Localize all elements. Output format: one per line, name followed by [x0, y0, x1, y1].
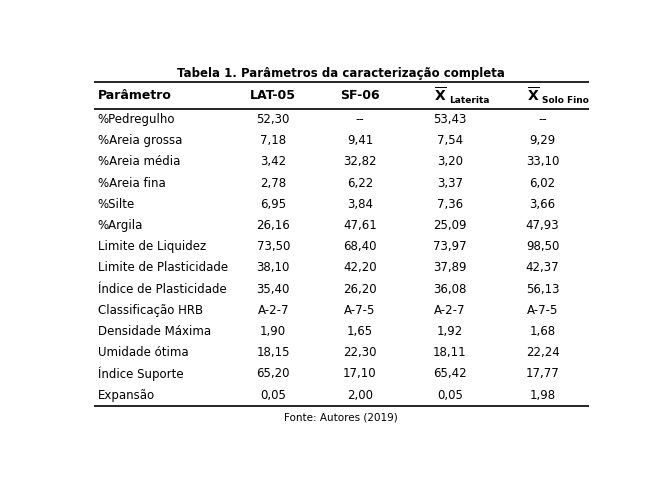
Text: %Areia fina: %Areia fina [98, 177, 165, 190]
Text: 68,40: 68,40 [343, 240, 377, 253]
Text: Solo Fino: Solo Fino [541, 96, 589, 105]
Text: %Silte: %Silte [98, 198, 135, 211]
Text: 17,77: 17,77 [525, 368, 559, 381]
Text: %Argila: %Argila [98, 219, 143, 232]
Text: Fonte: Autores (2019): Fonte: Autores (2019) [284, 412, 398, 423]
Text: 3,42: 3,42 [260, 156, 286, 169]
Text: 37,89: 37,89 [433, 261, 466, 274]
Text: 18,15: 18,15 [256, 346, 290, 359]
Text: 7,54: 7,54 [437, 134, 463, 147]
Text: 65,42: 65,42 [433, 368, 466, 381]
Text: 9,41: 9,41 [347, 134, 373, 147]
Text: 17,10: 17,10 [343, 368, 377, 381]
Text: 32,82: 32,82 [343, 156, 377, 169]
Text: 73,97: 73,97 [433, 240, 466, 253]
Text: A-2-7: A-2-7 [258, 304, 289, 317]
Text: 6,22: 6,22 [347, 177, 373, 190]
Text: 98,50: 98,50 [526, 240, 559, 253]
Text: 1,65: 1,65 [347, 325, 373, 338]
Text: 1,98: 1,98 [529, 389, 555, 401]
Text: Umidade ótima: Umidade ótima [98, 346, 188, 359]
Text: 7,36: 7,36 [437, 198, 463, 211]
Text: 6,02: 6,02 [529, 177, 555, 190]
Text: 25,09: 25,09 [433, 219, 466, 232]
Text: 42,20: 42,20 [343, 261, 377, 274]
Text: Limite de Liquidez: Limite de Liquidez [98, 240, 206, 253]
Text: Classificação HRB: Classificação HRB [98, 304, 203, 317]
Text: Índice de Plasticidade: Índice de Plasticidade [98, 283, 226, 296]
Text: 0,05: 0,05 [437, 389, 463, 401]
Text: 73,50: 73,50 [256, 240, 290, 253]
Text: 47,93: 47,93 [526, 219, 559, 232]
Text: 1,92: 1,92 [437, 325, 463, 338]
Text: --: -- [356, 113, 364, 126]
Text: 42,37: 42,37 [526, 261, 559, 274]
Text: --: -- [538, 113, 547, 126]
Text: 1,90: 1,90 [260, 325, 286, 338]
Text: 0,05: 0,05 [260, 389, 286, 401]
Text: Laterita: Laterita [449, 96, 490, 105]
Text: 26,20: 26,20 [343, 283, 377, 296]
Text: 47,61: 47,61 [343, 219, 377, 232]
Text: 3,20: 3,20 [437, 156, 463, 169]
Text: 2,78: 2,78 [260, 177, 286, 190]
Text: 22,30: 22,30 [343, 346, 377, 359]
Text: A-7-5: A-7-5 [527, 304, 558, 317]
Text: Parâmetro: Parâmetro [98, 89, 172, 102]
Text: 56,13: 56,13 [526, 283, 559, 296]
Text: %Areia grossa: %Areia grossa [98, 134, 182, 147]
Text: 33,10: 33,10 [526, 156, 559, 169]
Text: 65,20: 65,20 [256, 368, 290, 381]
Text: 35,40: 35,40 [256, 283, 290, 296]
Text: $\mathbf{\overline{X}}$: $\mathbf{\overline{X}}$ [434, 86, 447, 105]
Text: 52,30: 52,30 [256, 113, 290, 126]
Text: 1,68: 1,68 [529, 325, 555, 338]
Text: A-7-5: A-7-5 [344, 304, 376, 317]
Text: 3,37: 3,37 [437, 177, 463, 190]
Text: Limite de Plasticidade: Limite de Plasticidade [98, 261, 228, 274]
Text: 26,16: 26,16 [256, 219, 290, 232]
Text: 36,08: 36,08 [433, 283, 466, 296]
Text: %Areia média: %Areia média [98, 156, 180, 169]
Text: 22,24: 22,24 [525, 346, 559, 359]
Text: 3,84: 3,84 [347, 198, 373, 211]
Text: 3,66: 3,66 [529, 198, 555, 211]
Text: 2,00: 2,00 [347, 389, 373, 401]
Text: 7,18: 7,18 [260, 134, 286, 147]
Text: Densidade Máxima: Densidade Máxima [98, 325, 211, 338]
Text: 38,10: 38,10 [256, 261, 290, 274]
Text: Tabela 1. Parâmetros da caracterização completa: Tabela 1. Parâmetros da caracterização c… [177, 67, 505, 80]
Text: LAT-05: LAT-05 [250, 89, 296, 102]
Text: A-2-7: A-2-7 [434, 304, 466, 317]
Text: $\mathbf{\overline{X}}$: $\mathbf{\overline{X}}$ [527, 86, 540, 105]
Text: SF-06: SF-06 [340, 89, 380, 102]
Text: 9,29: 9,29 [529, 134, 555, 147]
Text: %Pedregulho: %Pedregulho [98, 113, 175, 126]
Text: 6,95: 6,95 [260, 198, 286, 211]
Text: Índice Suporte: Índice Suporte [98, 367, 183, 381]
Text: 53,43: 53,43 [433, 113, 466, 126]
Text: 18,11: 18,11 [433, 346, 466, 359]
Text: Expansão: Expansão [98, 389, 155, 401]
